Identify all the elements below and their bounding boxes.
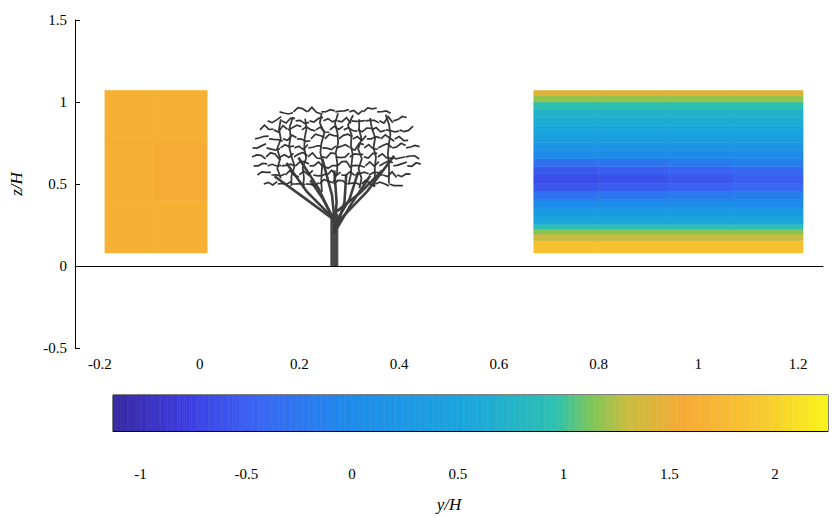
svg-text:-1: -1 <box>134 466 147 482</box>
svg-text:0: 0 <box>60 258 68 274</box>
svg-text:0: 0 <box>196 356 204 372</box>
svg-text:0.5: 0.5 <box>448 466 467 482</box>
svg-text:1: 1 <box>560 466 568 482</box>
svg-text:0.6: 0.6 <box>489 356 508 372</box>
svg-text:-0.2: -0.2 <box>88 356 112 372</box>
svg-text:0.2: 0.2 <box>290 356 309 372</box>
svg-text:0.4: 0.4 <box>390 356 409 372</box>
svg-text:1.2: 1.2 <box>789 356 808 372</box>
svg-text:1.5: 1.5 <box>660 466 679 482</box>
svg-text:1: 1 <box>60 94 68 110</box>
svg-text:0.8: 0.8 <box>589 356 608 372</box>
svg-text:z/H: z/H <box>7 170 26 196</box>
svg-text:0: 0 <box>348 466 356 482</box>
svg-text:1: 1 <box>695 356 703 372</box>
svg-text:1.5: 1.5 <box>48 12 67 28</box>
svg-text:y/H: y/H <box>435 495 463 514</box>
svg-text:2: 2 <box>771 466 779 482</box>
svg-text:0.5: 0.5 <box>48 176 67 192</box>
svg-text:-0.5: -0.5 <box>43 340 67 356</box>
svg-text:-0.5: -0.5 <box>234 466 258 482</box>
